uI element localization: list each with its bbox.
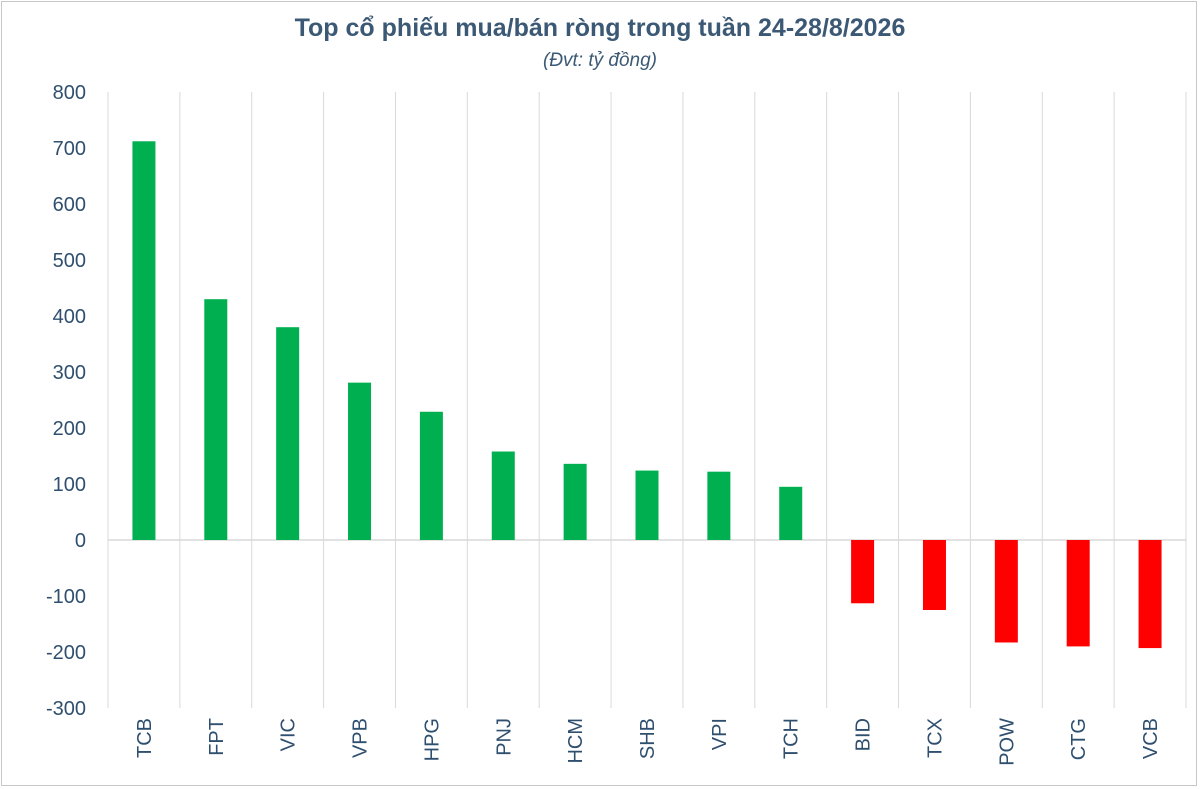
bar-layer (132, 141, 1162, 649)
x-tick-label: BID (853, 718, 875, 751)
bar-tcb (132, 141, 156, 540)
bar-tcx (922, 540, 946, 610)
y-tick-label: 700 (53, 138, 86, 160)
y-tick-label: 200 (53, 418, 86, 440)
bar-pnj (491, 451, 515, 540)
y-tick-label: 500 (53, 250, 86, 272)
x-tick-label: TCB (134, 718, 156, 758)
y-tick-label: -300 (46, 698, 86, 720)
bar-tch (779, 486, 803, 540)
x-tick-label: VCB (1140, 718, 1162, 759)
x-tick-label: POW (996, 718, 1018, 766)
chart-title: Top cổ phiếu mua/bán ròng trong tuần 24-… (294, 14, 906, 42)
bar-hcm (563, 463, 587, 540)
bar-vpb (348, 382, 372, 540)
grid-layer (107, 92, 1187, 708)
x-tick-label: HCM (565, 718, 587, 764)
y-tick-label: 800 (53, 82, 86, 104)
y-tick-label: 0 (75, 530, 86, 552)
bar-fpt (204, 299, 228, 540)
y-tick-label: 400 (53, 306, 86, 328)
x-tick-label: TCH (781, 718, 803, 759)
chart-subtitle: (Đvt: tỷ đồng) (542, 50, 658, 71)
x-axis-ticks: TCB FPT VIC VPB HPG PNJ HCM SHB VPI TCH BID TCX POW C… (134, 718, 1162, 766)
y-tick-label: 600 (53, 194, 86, 216)
bar-vcb (1138, 540, 1162, 649)
bar-shb (635, 470, 659, 540)
x-tick-label: HPG (421, 718, 443, 761)
bar-vic (276, 327, 300, 540)
bar-ctg (1066, 540, 1090, 647)
x-tick-label: VIC (278, 718, 300, 751)
bar-hpg (419, 411, 443, 540)
y-tick-label: 300 (53, 362, 86, 384)
x-tick-label: VPB (350, 718, 372, 758)
x-tick-label: TCX (924, 718, 946, 758)
x-tick-label: CTG (1068, 718, 1090, 760)
bar-bid (851, 540, 875, 604)
x-tick-label: VPI (709, 718, 731, 750)
y-tick-label: -100 (46, 586, 86, 608)
y-tick-label: 100 (53, 474, 86, 496)
x-tick-label: FPT (206, 718, 228, 756)
bar-vpi (707, 471, 731, 540)
y-tick-label: -200 (46, 642, 86, 664)
y-axis-ticks: 800 700 600 500 400 300 200 100 0 -100 -200 -300 (46, 82, 86, 720)
x-tick-label: SHB (637, 718, 659, 759)
bar-pow (994, 540, 1018, 643)
x-tick-label: PNJ (493, 718, 515, 756)
